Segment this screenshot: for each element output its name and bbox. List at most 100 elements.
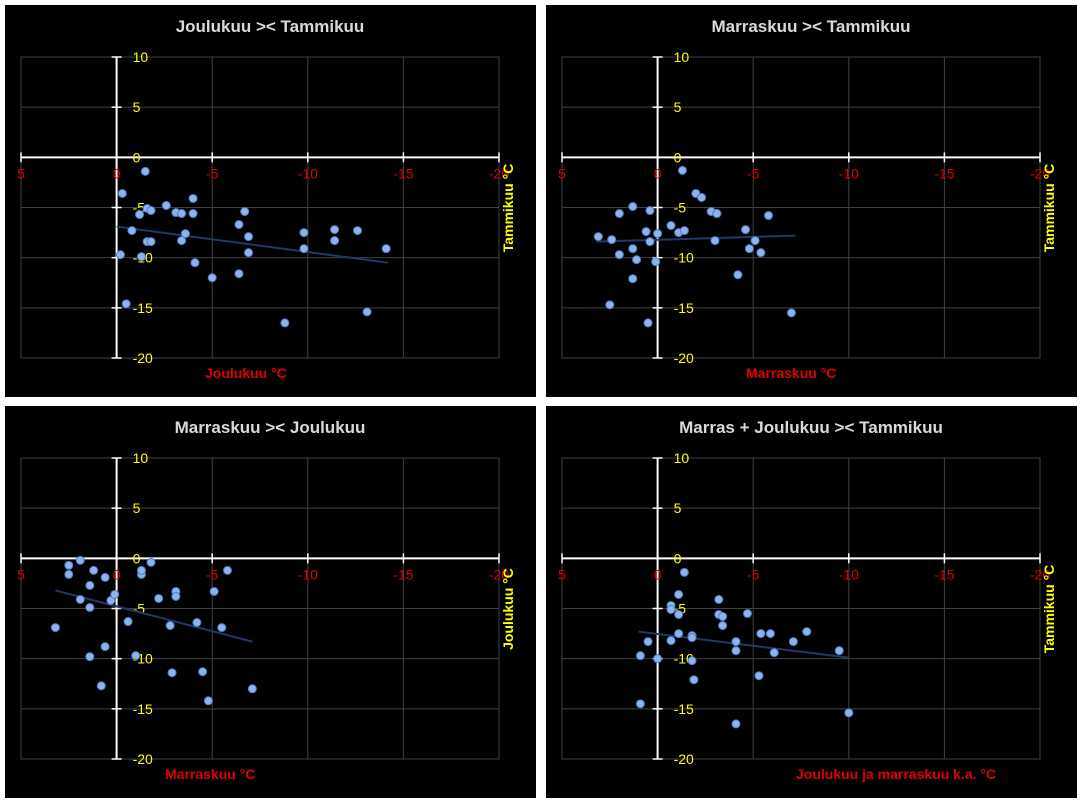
data-point [744, 244, 754, 254]
x-tick-label: 0 [654, 165, 662, 181]
data-point [643, 637, 653, 647]
data-point [96, 681, 106, 691]
y-tick-label: 0 [674, 550, 682, 566]
data-point [718, 612, 728, 622]
y-tick-label: -15 [674, 300, 694, 316]
data-point [614, 250, 624, 260]
chart-title: Marraskuu >< Tammikuu [711, 17, 910, 36]
x-tick-label: 5 [17, 566, 25, 582]
data-point [203, 696, 213, 706]
data-point [121, 299, 131, 309]
data-point [635, 651, 645, 661]
data-point [765, 629, 775, 639]
data-point [362, 307, 372, 317]
data-point [643, 318, 653, 328]
x-tick-label: -10 [298, 566, 318, 582]
data-point [330, 225, 340, 235]
data-point [180, 229, 190, 239]
data-point [754, 671, 764, 681]
data-point [733, 270, 743, 280]
data-point [190, 258, 200, 268]
data-point [593, 232, 603, 242]
data-point [85, 602, 95, 612]
data-point [651, 257, 661, 267]
x-tick-label: -5 [747, 566, 760, 582]
x-tick-label: 5 [558, 566, 566, 582]
data-point [628, 244, 638, 254]
data-point [645, 206, 655, 216]
data-point [697, 192, 707, 202]
y-tick-label: -20 [133, 751, 153, 767]
data-point [641, 227, 651, 237]
x-tick-label: -5 [206, 165, 219, 181]
trendline [55, 589, 253, 643]
x-tick-label: -20 [1030, 566, 1050, 582]
x-tick-label: -10 [839, 165, 859, 181]
data-point [299, 228, 309, 238]
data-point [136, 252, 146, 262]
x-tick-label: 5 [558, 165, 566, 181]
x-tick-label: -15 [934, 566, 954, 582]
data-point [763, 211, 773, 221]
data-point [123, 617, 133, 627]
y-tick-label: 5 [674, 99, 682, 115]
data-point [100, 642, 110, 652]
y-tick-label: 0 [674, 149, 682, 165]
data-point [687, 656, 697, 666]
x-axis-label: Marraskuu °C [165, 766, 255, 782]
data-point [188, 209, 198, 219]
trendline [116, 225, 389, 264]
data-point [689, 675, 699, 685]
data-point [146, 237, 156, 247]
data-point [50, 623, 60, 633]
data-point [240, 207, 250, 217]
x-axis-label: Marraskuu °C [746, 365, 836, 381]
x-tick-label: -15 [393, 566, 413, 582]
y-tick-label: 5 [674, 500, 682, 516]
y-tick-label: 0 [133, 149, 141, 165]
y-tick-label: 10 [133, 49, 149, 65]
data-point [222, 565, 232, 575]
y-axis-label: Tammikuu °C [500, 164, 516, 253]
data-point [605, 300, 615, 310]
data-point [714, 594, 724, 604]
data-point [171, 591, 181, 601]
data-point [718, 621, 728, 631]
data-point [632, 255, 642, 265]
data-point [786, 308, 796, 318]
y-tick-label: -15 [674, 701, 694, 717]
data-point [731, 719, 741, 729]
data-point [330, 236, 340, 246]
data-point [653, 654, 663, 664]
data-point [244, 232, 254, 242]
data-point [209, 586, 219, 596]
data-point [64, 569, 74, 579]
data-point [140, 166, 150, 176]
x-tick-label: -5 [747, 165, 760, 181]
scatter-chart: 5 0 -5 -10 -15 -20 10 5 0 -5 -10 -15 -20 Marraskuu ><… [558, 17, 1057, 381]
data-point [687, 633, 697, 643]
data-point [756, 248, 766, 258]
data-point [653, 229, 663, 239]
data-point [100, 572, 110, 582]
data-point [280, 318, 290, 328]
y-tick-label: 10 [133, 450, 149, 466]
data-point [607, 235, 617, 245]
y-tick-label: -15 [133, 701, 153, 717]
y-tick-label: 10 [674, 450, 690, 466]
x-tick-label: -15 [393, 165, 413, 181]
data-point [64, 560, 74, 570]
x-tick-label: 5 [17, 165, 25, 181]
data-point [85, 652, 95, 662]
x-tick-label: 0 [113, 165, 121, 181]
y-tick-label: -10 [674, 250, 694, 266]
data-point [110, 589, 120, 599]
data-point [131, 651, 141, 661]
data-point [645, 237, 655, 247]
y-axis-label: Tammikuu °C [1041, 565, 1057, 654]
x-axis-label: Joulukuu ja marraskuu k.a. °C [796, 766, 996, 782]
x-tick-label: -10 [839, 566, 859, 582]
data-point [75, 594, 85, 604]
